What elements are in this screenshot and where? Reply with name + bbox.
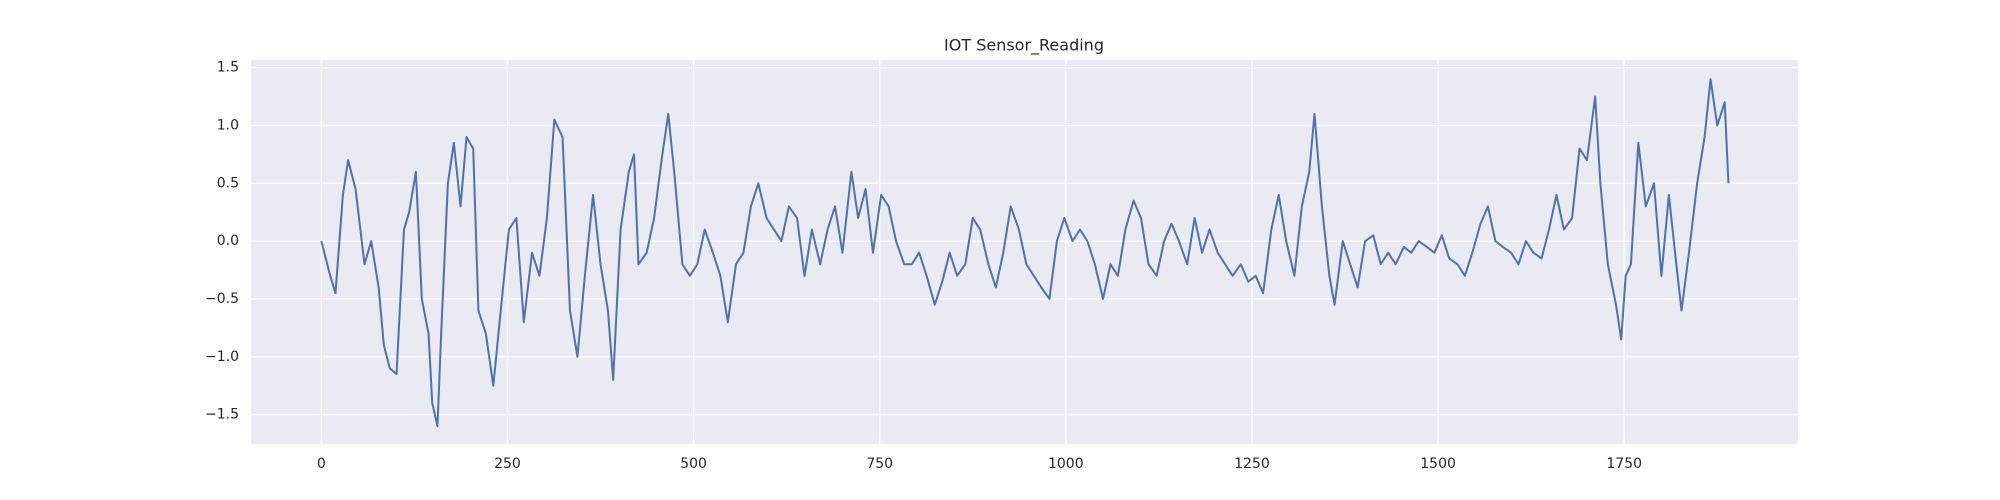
x-tick-label: 750 [866,456,893,472]
data-line [320,78,1730,428]
x-tick-label: 1250 [1234,456,1270,472]
y-tick-label: 1.5 [217,60,239,76]
x-tick-label: 1500 [1420,456,1456,472]
x-tick-label: 250 [494,456,521,472]
y-tick-label: 1.0 [217,117,239,133]
y-tick-label: −0.5 [205,291,239,307]
x-tick-label: 500 [680,456,707,472]
y-tick-label: −1.5 [205,407,239,423]
y-tick-label: 0.5 [217,175,239,191]
y-tick-label: 0.0 [217,233,239,249]
x-tick-label: 1750 [1606,456,1642,472]
x-tick-label: 0 [317,456,326,472]
y-tick-label: −1.0 [205,349,239,365]
chart-title: IOT Sensor_Reading [944,36,1104,56]
x-tick-label: 1000 [1048,456,1084,472]
